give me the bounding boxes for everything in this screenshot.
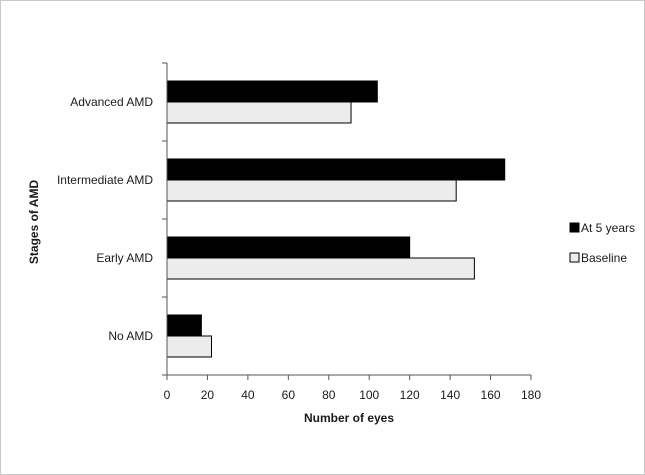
category-label: No AMD	[108, 329, 153, 343]
x-tick-label: 120	[400, 388, 420, 402]
axes-group	[162, 62, 531, 376]
x-ticks-group: 0 20 40 60 80 100 120 140 160 180	[164, 375, 541, 402]
x-axis-title: Number of eyes	[304, 411, 394, 425]
bar-at-5-years-early-amd	[166, 236, 411, 259]
bar-baseline-early-amd	[166, 257, 475, 280]
x-tick-label: 140	[440, 388, 460, 402]
x-tick-label: 160	[481, 388, 501, 402]
x-tick-label: 180	[521, 388, 541, 402]
y-axis-title: Stages of AMD	[27, 180, 41, 265]
bar-baseline-no-amd	[166, 335, 212, 358]
legend: At 5 years Baseline	[569, 221, 635, 265]
category-labels-group: No AMD Early AMD Intermediate AMD Advanced …	[57, 95, 153, 343]
bar-at-5-years-no-amd	[166, 314, 202, 337]
x-tick-label: 60	[282, 388, 296, 402]
legend-label-at-5-years: At 5 years	[581, 221, 635, 235]
legend-label-baseline: Baseline	[581, 251, 627, 265]
bar-baseline-intermediate-amd	[166, 179, 457, 202]
category-label: Intermediate AMD	[57, 173, 153, 187]
x-tick-label: 40	[241, 388, 255, 402]
category-label: Advanced AMD	[70, 95, 153, 109]
x-tick-label: 20	[201, 388, 215, 402]
bar-at-5-years-intermediate-amd	[166, 158, 506, 181]
category-label: Early AMD	[96, 251, 153, 265]
x-tick-label: 100	[359, 388, 379, 402]
x-tick-label: 0	[164, 388, 171, 402]
bars-group	[166, 80, 506, 358]
legend-swatch-baseline	[569, 252, 580, 263]
bar-at-5-years-advanced-amd	[166, 80, 378, 103]
bar-baseline-advanced-amd	[166, 101, 352, 124]
x-tick-label: 80	[322, 388, 336, 402]
legend-swatch-at-5-years	[569, 222, 580, 233]
